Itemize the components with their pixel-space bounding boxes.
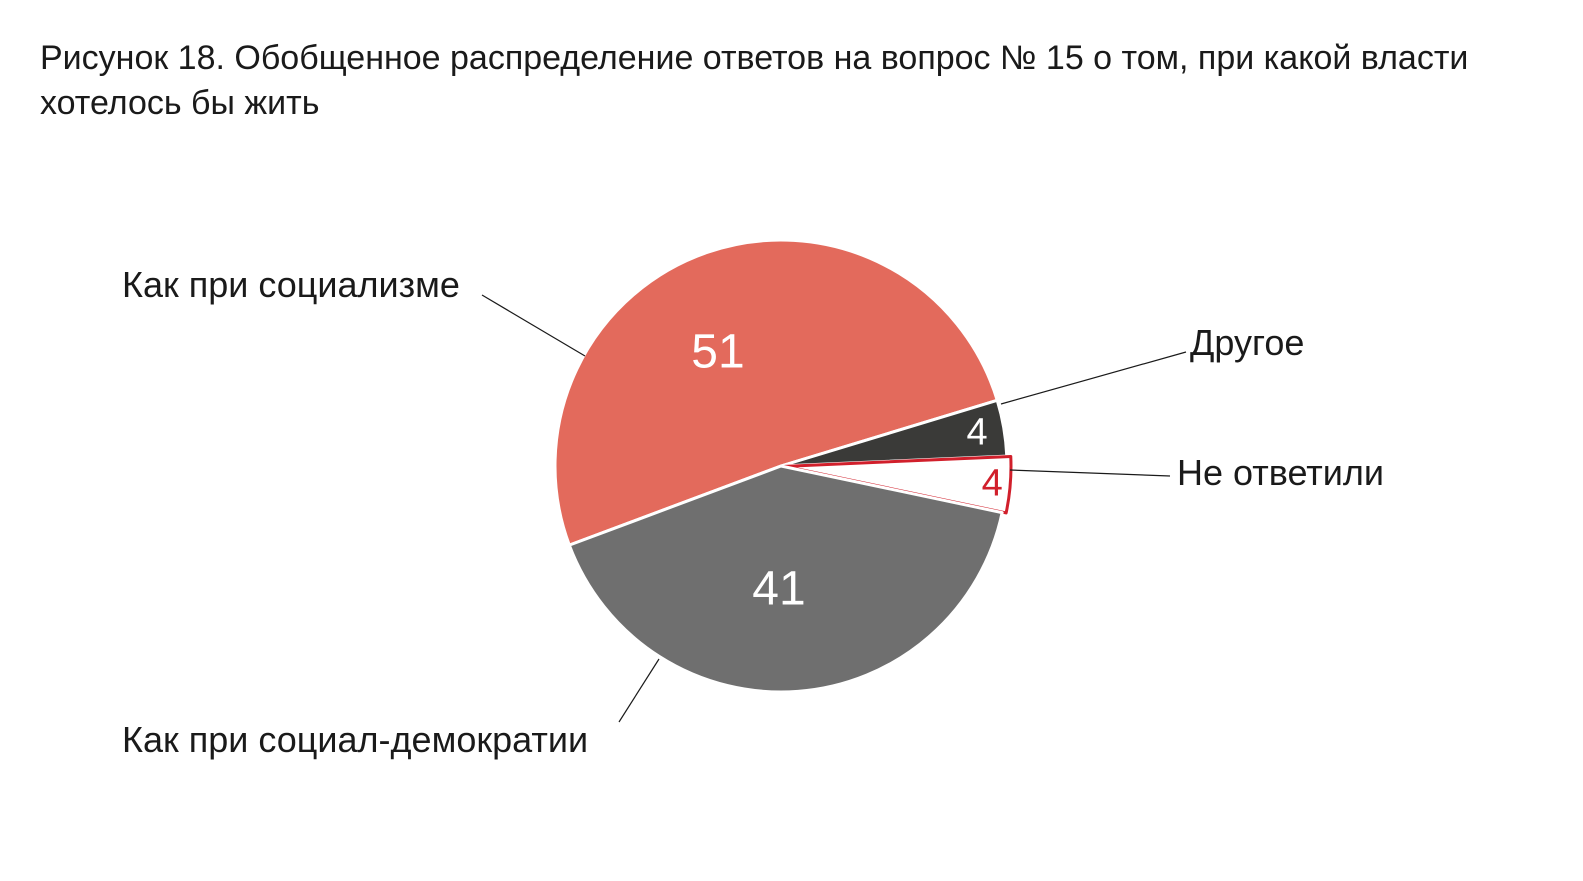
- leader-line: [1009, 469, 1171, 477]
- category-labels: Как при социализме Другое Не ответили Как п…: [122, 264, 1384, 760]
- slice-value-label: 41: [752, 563, 805, 616]
- slice-value-label: 4: [982, 462, 1003, 504]
- chart-title: Рисунок 18. Обобщенное распределение отв…: [40, 39, 1469, 122]
- slice-category-label: Другое: [1190, 322, 1304, 363]
- leader-line: [481, 294, 586, 357]
- slice-value-label: 4: [966, 411, 987, 453]
- slice-category-label: Не ответили: [1177, 452, 1384, 493]
- pie-slice: [567, 464, 1004, 694]
- leader-lines: [481, 294, 1187, 723]
- leader-line: [1000, 351, 1187, 405]
- pie-slices: [553, 238, 1013, 694]
- slice-category-label: Как при социализме: [122, 264, 460, 305]
- pie-slice: [553, 238, 999, 547]
- slice-category-label: Как при социал-демократии: [122, 719, 588, 760]
- pie-slice: [783, 454, 1013, 515]
- value-labels: 51 4 4 41: [691, 326, 1002, 616]
- slice-value-label: 51: [691, 326, 744, 379]
- leader-line: [618, 658, 660, 723]
